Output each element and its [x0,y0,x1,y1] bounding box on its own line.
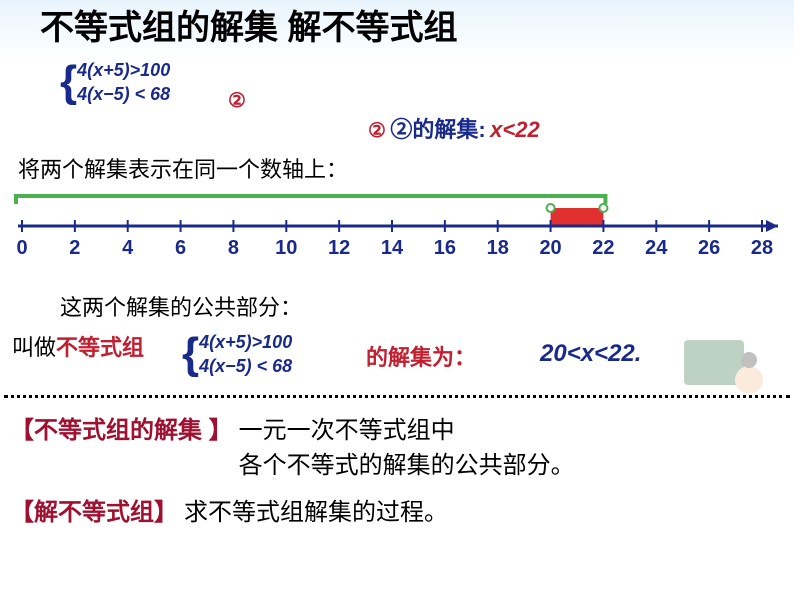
ineq-1: 4(x+5)>100 [77,60,170,80]
svg-text:6: 6 [175,237,186,259]
def1-label: 【不等式组的解集 】 [10,410,233,445]
desc-common: 这两个解集的公共部分： [60,290,302,322]
svg-text:18: 18 [487,237,509,259]
svg-text:28: 28 [751,237,773,259]
number-line: 0246810121416182022242628 [12,186,782,266]
svg-text:24: 24 [645,237,668,259]
page-title: 不等式组的解集 解不等式组 [40,0,457,49]
divider-dots [4,395,790,398]
def2-text: 求不等式组解集的过程。 [184,492,448,527]
brace-icon-2: { [182,332,199,376]
ineq-2b: 4(x−5) < 68 [199,356,292,376]
svg-text:22: 22 [592,237,614,259]
svg-text:16: 16 [434,237,456,259]
def2-label: 【解不等式组】 [10,492,178,527]
mark-2: ② [228,88,246,113]
def1-text-a: 一元一次不等式组中 [239,410,575,445]
svg-text:4: 4 [122,237,134,259]
svg-text:10: 10 [275,237,297,259]
inequality-system-2: { 4(x+5)>100 4(x−5) < 68 [182,330,292,378]
sol2-label: ②的解集: [390,117,485,142]
desc-axis: 将两个解集表示在同一个数轴上： [18,152,348,184]
mark-2b: ② [368,120,386,142]
svg-text:12: 12 [328,237,350,259]
ineq-1b: 4(x+5)>100 [199,332,292,352]
brace-icon: { [60,60,77,104]
svg-text:2: 2 [69,237,80,259]
def1-text-b: 各个不等式的解集的公共部分。 [239,445,575,480]
solset-label: 的解集为： [366,345,476,370]
called-text: 叫做 [12,330,56,362]
svg-text:8: 8 [228,237,239,259]
final-answer: 20<x<22. [540,340,641,368]
svg-text:0: 0 [16,237,27,259]
svg-text:20: 20 [539,237,561,259]
svg-text:26: 26 [698,237,720,259]
sol2-val: x<22 [490,117,540,142]
svg-text:14: 14 [381,237,404,259]
ineq-2: 4(x−5) < 68 [77,84,170,104]
inequality-system-1: { 4(x+5)>100 4(x−5) < 68 [60,58,170,106]
ineq-group-text: 不等式组 [56,330,144,362]
